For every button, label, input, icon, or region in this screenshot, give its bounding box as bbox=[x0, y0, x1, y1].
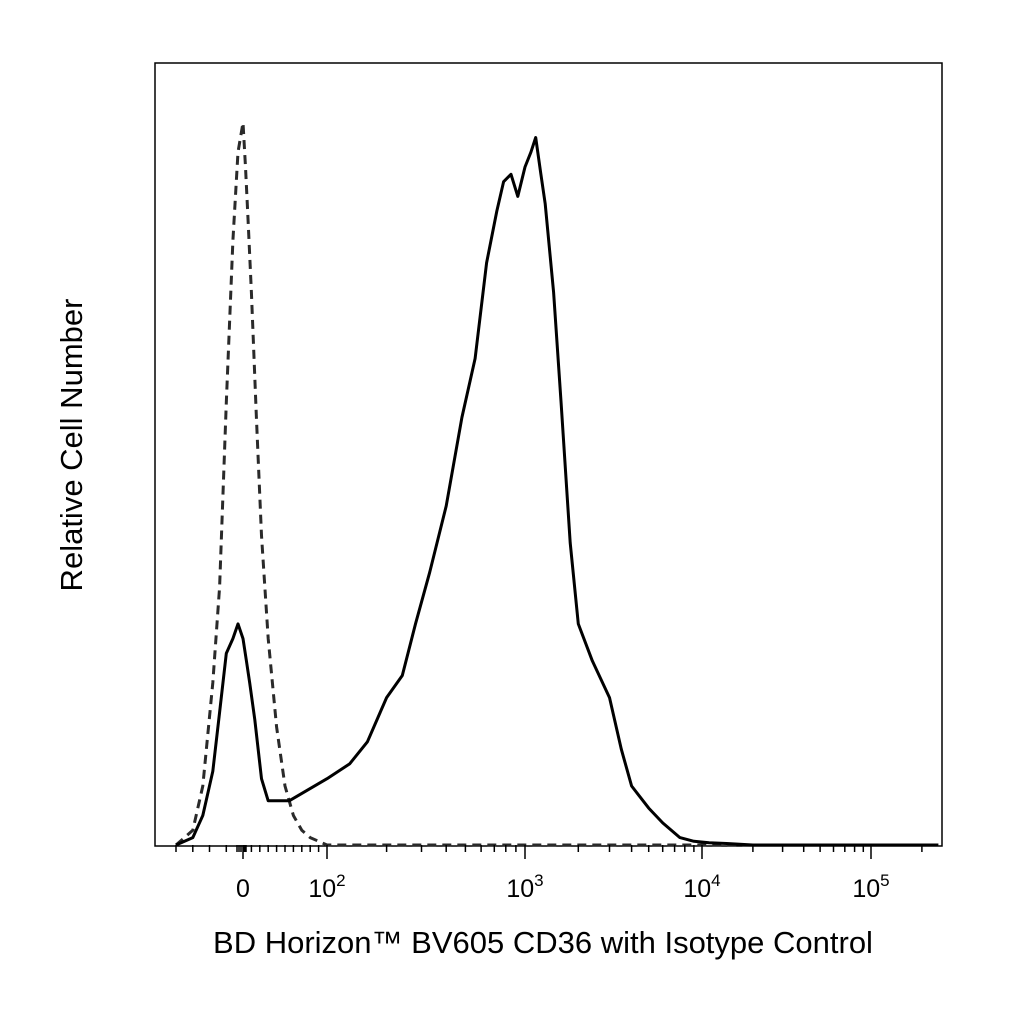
x-tick-label: 104 bbox=[683, 871, 720, 903]
isotype-control-curve bbox=[175, 121, 939, 847]
series-layer bbox=[175, 121, 939, 847]
x-tick-label: 105 bbox=[852, 871, 889, 903]
plot-frame bbox=[154, 62, 943, 847]
x-tick-label: 0 bbox=[236, 875, 250, 903]
y-axis-title: Relative Cell Number bbox=[54, 299, 89, 592]
cd36-stained-curve bbox=[175, 136, 939, 847]
x-axis-title: BD Horizon™ BV605 CD36 with Isotype Cont… bbox=[213, 925, 873, 960]
x-axis-ticks bbox=[175, 845, 923, 859]
x-tick-label: 103 bbox=[506, 871, 543, 903]
x-axis-tick-labels: 0 102 103 104 105 bbox=[236, 871, 890, 903]
x-tick-label: 102 bbox=[308, 871, 345, 903]
